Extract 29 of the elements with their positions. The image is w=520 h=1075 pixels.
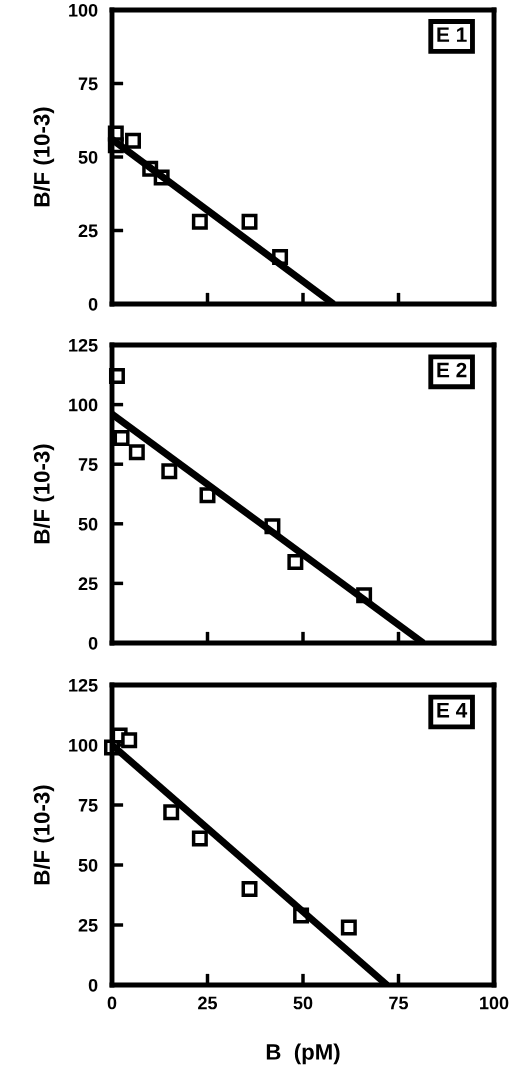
y-tick-label: 75 (78, 799, 98, 812)
x-tick-label: 100 (480, 996, 509, 1010)
y-tick-label: 25 (78, 918, 98, 932)
y-tick-label: 25 (78, 577, 98, 591)
y-axis-title: B/F (10-3) (33, 785, 55, 885)
x-axis-title: B (pM) (266, 1043, 340, 1065)
y-tick-label: 25 (78, 224, 98, 238)
y-tick-label: 50 (78, 858, 98, 872)
x-tick-label: 75 (389, 996, 409, 1010)
x-tick-label: 25 (198, 996, 218, 1010)
y-tick-label: 100 (69, 3, 98, 17)
x-tick-label: 50 (293, 996, 313, 1010)
y-tick-label: 125 (69, 338, 98, 352)
x-tick-label: 0 (107, 996, 117, 1010)
y-tick-label: 0 (88, 636, 98, 650)
annotation: E 1 (437, 27, 467, 42)
y-axis-title: B/F (10-3) (33, 107, 55, 207)
y-tick-label: 0 (88, 297, 98, 311)
annotation: E 4 (437, 703, 468, 718)
y-tick-label: 125 (69, 678, 98, 692)
y-tick-label: 75 (78, 77, 98, 91)
y-tick-label: 100 (69, 398, 98, 412)
y-tick-label: 75 (78, 458, 98, 471)
annotation: E 2 (437, 362, 467, 378)
y-tick-label: 50 (78, 150, 98, 164)
y-tick-label: 50 (78, 517, 98, 531)
y-tick-label: 0 (88, 978, 98, 992)
y-tick-label: 100 (69, 738, 98, 752)
y-axis-title: B/F (10-3) (33, 444, 55, 544)
